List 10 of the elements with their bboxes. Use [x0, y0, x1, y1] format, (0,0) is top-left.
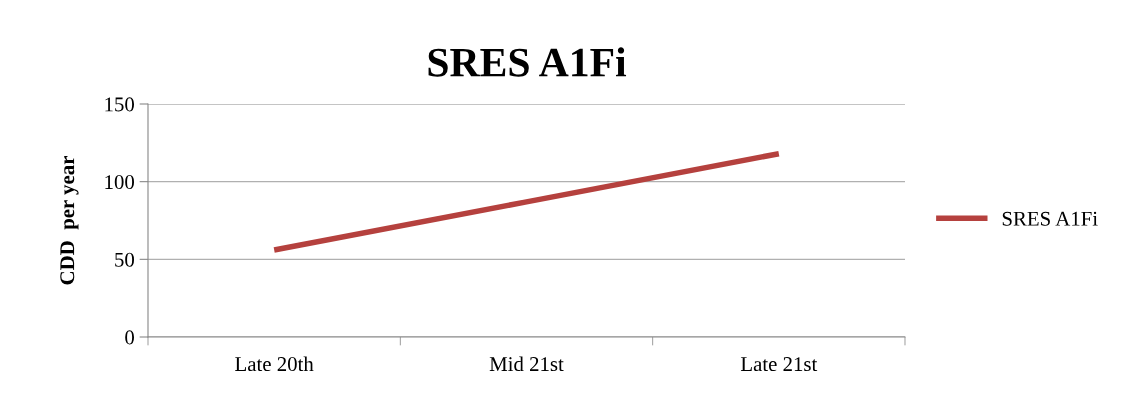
- y-axis-title: CDD per year: [60, 156, 79, 285]
- x-tick-label: Late 20th: [235, 356, 314, 372]
- y-tick-label: 50: [115, 252, 135, 267]
- y-tick-label: 150: [105, 97, 135, 112]
- chart-title: SRES A1Fi: [428, 47, 627, 77]
- x-tick-label: Mid 21st: [489, 356, 564, 372]
- x-tick-label: Late 21st: [740, 357, 818, 372]
- y-tick-label: 100: [105, 175, 135, 190]
- legend-label: SRES A1Fi: [1002, 211, 1098, 226]
- y-tick-label: 0: [125, 330, 135, 345]
